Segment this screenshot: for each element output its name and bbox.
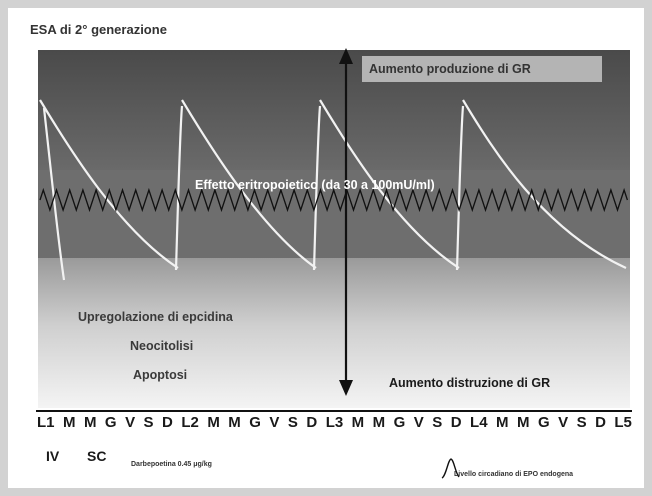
day-label: S [287,414,298,431]
day-label: G [537,414,550,431]
rbc-destruction-label: Aumento distruzione di GR [389,376,551,390]
route-sc-label: SC [87,448,107,464]
day-label: D [306,414,318,431]
epo-decay-curve [319,99,460,269]
day-label: M [83,414,97,431]
epo-rise-segment [312,105,322,271]
circadian-oscillation-line [39,187,629,213]
arrow-head-up [339,48,353,64]
day-label: M [62,414,76,431]
day-label: V [125,414,136,431]
day-label: M [351,414,365,431]
drug-dose-label: Darbepoetina 0.45 μg/kg [131,461,212,468]
epo-decay-curve [181,99,317,269]
effect-band [38,170,630,258]
epo-decay-curve [462,99,627,269]
day-label: D [162,414,173,431]
day-label: M [496,414,509,431]
production-label-box [362,56,602,82]
neocytolysis-label: Neocitolisi [130,339,194,353]
day-label: D [450,414,462,431]
day-label: S [432,414,443,431]
day-label: M [207,414,220,431]
lower-band [38,258,630,408]
hepcidin-upregulation-label: Upregolazione di epcidina [78,310,233,324]
day-label: V [413,414,424,431]
day-label: S [143,414,154,431]
epo-concentration-curves [39,99,627,281]
circadian-legend-label: Livello circadiano di EPO endogena [454,471,574,478]
epo-decay-curve [39,99,179,269]
day-label: M [516,414,530,431]
route-iv-label: IV [46,448,60,464]
day-label: V [558,414,569,431]
day-label: G [393,414,406,431]
day-label: M [228,414,241,431]
weekday-timeline: L1 M M G V S D L2 M M G V S D L3 M M G V… [37,414,632,431]
day-label: G [249,414,261,431]
day-label: L5 [614,414,632,431]
erythropoietic-effect-label: Effetto eritropoietico (da 30 a 100mU/ml… [195,178,435,192]
day-label: L4 [470,414,488,431]
day-label: G [104,414,117,431]
day-label: M [372,414,386,431]
epo-rise-segment [455,105,465,271]
day-label: V [269,414,280,431]
epo-rise-segment [174,105,184,271]
apoptosis-label: Apoptosi [133,368,188,382]
day-label: S [576,414,587,431]
day-label: L3 [325,414,344,431]
day-label: D [595,414,606,431]
day-label: L2 [181,414,199,431]
slide-title: ESA di 2° generazione [30,22,167,37]
day-label: L1 [37,414,55,431]
rbc-production-label: Aumento produzione di GR [369,62,531,76]
epo-initial-segment [42,107,66,281]
circadian-peak-icon [441,458,460,479]
arrow-head-down [339,380,353,396]
